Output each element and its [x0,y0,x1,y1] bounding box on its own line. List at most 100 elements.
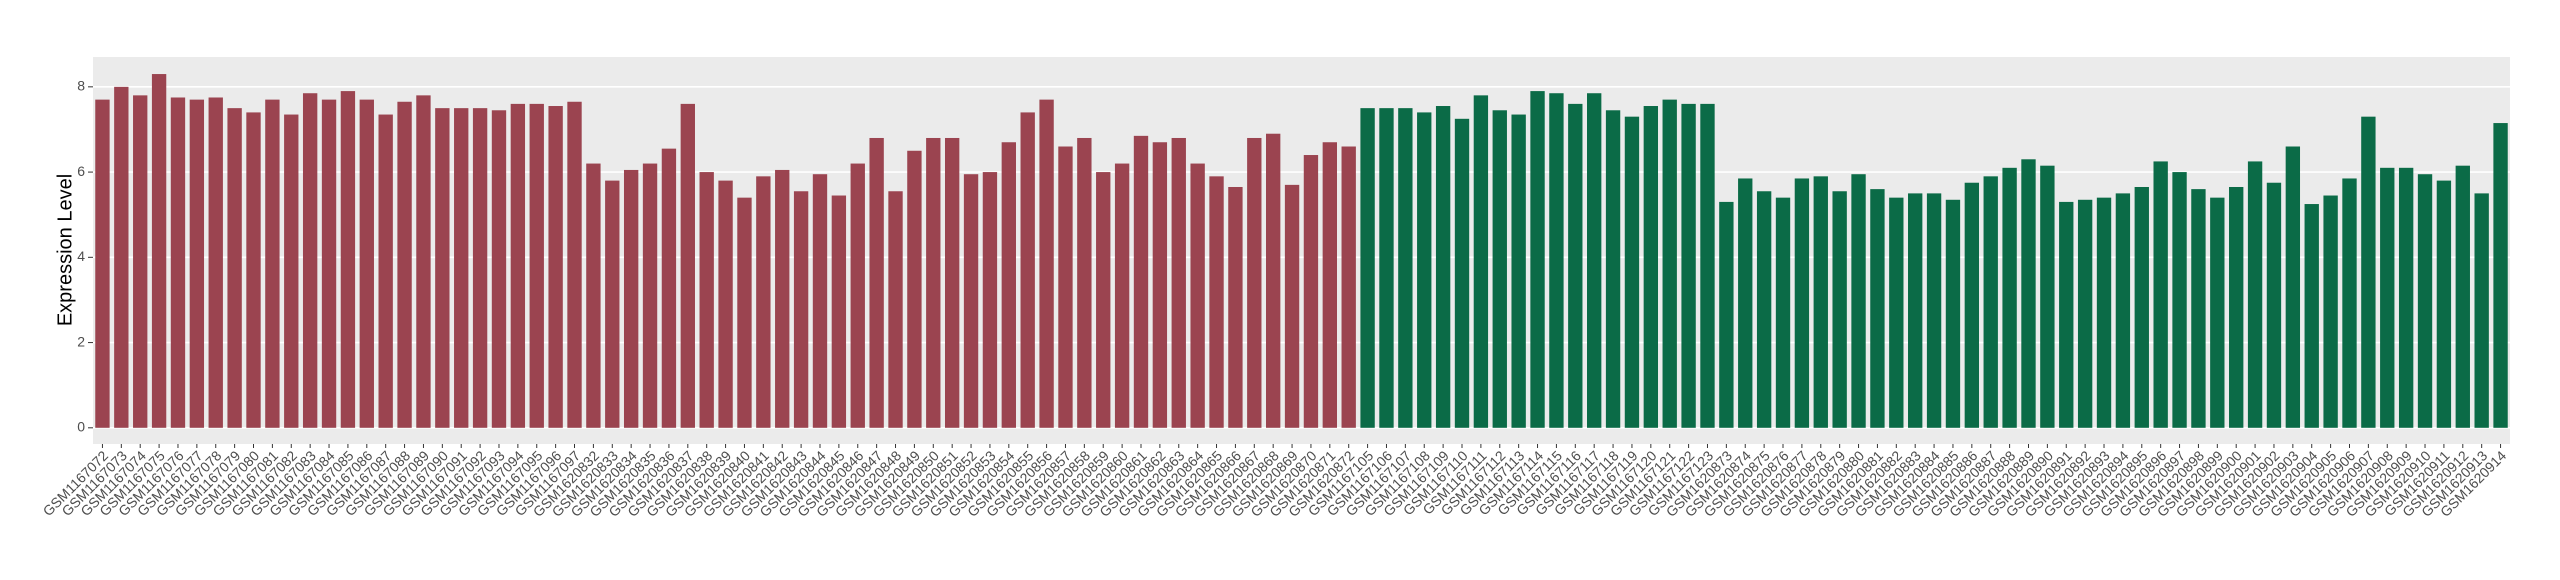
bar [1511,114,1526,428]
y-axis-label: Expression Level [54,174,76,326]
bar [359,99,374,428]
bar [1870,189,1885,428]
bar [529,103,544,428]
bar [2323,195,2338,428]
bar [2417,174,2433,428]
bar [1190,163,1205,428]
bar [1001,142,1016,428]
bar [963,174,979,428]
bar [1813,176,1828,428]
bar [1719,201,1734,428]
bar [2361,116,2376,428]
bar [1587,93,1602,428]
bar [1417,112,1432,428]
bar [1152,142,1168,428]
bar [699,172,714,428]
bar [869,137,884,428]
bar [1435,106,1451,428]
bar [170,97,186,428]
bar [1077,137,1092,428]
bar [378,114,393,428]
bar [1662,99,1677,428]
bar [1983,176,1998,428]
bar [1926,193,1942,428]
y-tick-label: 8 [77,78,85,94]
bar [737,197,752,428]
bar [1643,106,1659,428]
bar [1058,146,1073,428]
bar [605,180,620,428]
bar [1266,133,1281,428]
bar [397,101,412,428]
bar [1171,137,1186,428]
bar [340,91,356,428]
bar [284,114,299,428]
bar [2304,204,2319,428]
bar [2059,201,2074,428]
bar [926,137,941,428]
bar [1832,191,1847,428]
bar [151,74,167,428]
bar [944,137,960,428]
bar [888,191,903,428]
bar [1908,193,1923,428]
bar [2210,197,2225,428]
bar [2096,197,2112,428]
bar [1398,108,1413,428]
bar [2172,172,2187,428]
bar [718,180,733,428]
bar [1889,197,1904,428]
bar [416,95,431,428]
bar [661,148,677,428]
bar [1964,182,1980,428]
bar [1681,103,1696,428]
bar [1794,178,1810,428]
bar [435,108,450,428]
bar [1247,137,1262,428]
bar [2134,186,2149,428]
bar [1738,178,1753,428]
bar [491,110,507,428]
bar [2342,178,2357,428]
bar [2115,193,2131,428]
bar [1133,135,1149,428]
bar [642,163,658,428]
bar [1379,108,1394,428]
bar [2247,161,2263,428]
bar [246,112,261,428]
bar [302,93,318,428]
bar [2077,199,2093,428]
bar [831,195,847,428]
bar [1020,112,1035,428]
bar [1605,110,1621,428]
bar [2266,182,2282,428]
bar [1700,103,1715,428]
bar [1454,118,1470,428]
bar [2040,165,2055,428]
bar [982,172,998,428]
bar [1492,110,1507,428]
bar [2021,159,2036,428]
bar [133,95,148,428]
bar [2229,186,2244,428]
bar [208,97,223,428]
bar [2002,167,2017,428]
bar [1284,184,1300,428]
bar [510,103,526,428]
bar [1228,186,1243,428]
bar [2436,180,2452,428]
bar [1039,99,1054,428]
bar [756,176,771,428]
bar [1530,91,1545,428]
bar [1624,116,1640,428]
bar [227,108,242,428]
bar [623,169,639,428]
bar [114,86,129,428]
y-tick-label: 0 [77,419,85,435]
bar [1473,95,1489,428]
bar [454,108,469,428]
bar [321,99,337,428]
bar [1756,191,1772,428]
y-tick-label: 2 [77,333,85,349]
